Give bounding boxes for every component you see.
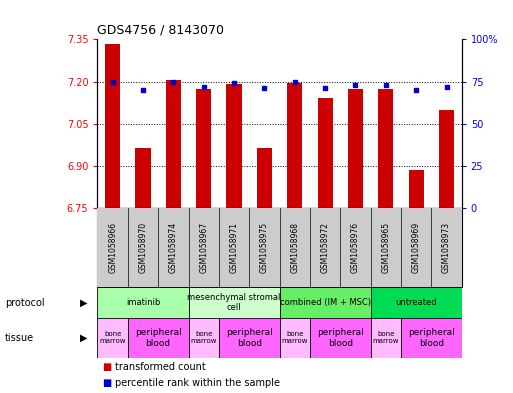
Bar bbox=[188, 287, 280, 318]
Bar bbox=[401, 318, 462, 358]
Text: GSM1058970: GSM1058970 bbox=[139, 222, 148, 273]
Bar bbox=[340, 208, 370, 287]
Bar bbox=[348, 88, 363, 208]
Bar bbox=[431, 208, 462, 287]
Text: tissue: tissue bbox=[5, 333, 34, 343]
Bar bbox=[280, 318, 310, 358]
Text: peripheral
blood: peripheral blood bbox=[135, 328, 182, 348]
Text: GSM1058969: GSM1058969 bbox=[411, 222, 421, 273]
Text: GSM1058967: GSM1058967 bbox=[199, 222, 208, 273]
Text: GSM1058974: GSM1058974 bbox=[169, 222, 178, 273]
Text: mesenchymal stromal
cell: mesenchymal stromal cell bbox=[187, 293, 281, 312]
Bar bbox=[105, 44, 120, 208]
Bar bbox=[135, 148, 151, 208]
Bar bbox=[188, 208, 219, 287]
Bar bbox=[401, 208, 431, 287]
Text: transformed count: transformed count bbox=[115, 362, 206, 373]
Text: GSM1058968: GSM1058968 bbox=[290, 222, 299, 273]
Text: GSM1058972: GSM1058972 bbox=[321, 222, 330, 273]
Text: bone
marrow: bone marrow bbox=[372, 331, 399, 345]
Text: ■: ■ bbox=[103, 362, 112, 373]
Bar bbox=[249, 208, 280, 287]
Bar bbox=[310, 208, 340, 287]
Text: GSM1058971: GSM1058971 bbox=[229, 222, 239, 273]
Bar bbox=[188, 318, 219, 358]
Text: GSM1058975: GSM1058975 bbox=[260, 222, 269, 273]
Text: peripheral
blood: peripheral blood bbox=[408, 328, 455, 348]
Text: GSM1058976: GSM1058976 bbox=[351, 222, 360, 273]
Text: GSM1058965: GSM1058965 bbox=[381, 222, 390, 273]
Bar bbox=[287, 83, 302, 208]
Text: protocol: protocol bbox=[5, 298, 45, 308]
Bar bbox=[219, 208, 249, 287]
Bar bbox=[226, 84, 242, 208]
Text: bone
marrow: bone marrow bbox=[100, 331, 126, 345]
Bar bbox=[408, 170, 424, 208]
Text: untreated: untreated bbox=[396, 298, 437, 307]
Bar bbox=[257, 148, 272, 208]
Text: ■: ■ bbox=[103, 378, 112, 388]
Bar bbox=[378, 88, 393, 208]
Bar bbox=[97, 318, 128, 358]
Text: peripheral
blood: peripheral blood bbox=[317, 328, 364, 348]
Text: bone
marrow: bone marrow bbox=[282, 331, 308, 345]
Bar bbox=[128, 318, 188, 358]
Bar bbox=[97, 208, 128, 287]
Bar bbox=[439, 110, 454, 208]
Bar bbox=[370, 318, 401, 358]
Bar bbox=[166, 80, 181, 208]
Bar bbox=[370, 208, 401, 287]
Text: combined (IM + MSC): combined (IM + MSC) bbox=[280, 298, 370, 307]
Bar bbox=[310, 318, 370, 358]
Text: GSM1058973: GSM1058973 bbox=[442, 222, 451, 273]
Bar bbox=[318, 98, 333, 208]
Bar bbox=[128, 208, 158, 287]
Text: peripheral
blood: peripheral blood bbox=[226, 328, 272, 348]
Bar bbox=[370, 287, 462, 318]
Bar bbox=[280, 208, 310, 287]
Text: bone
marrow: bone marrow bbox=[190, 331, 217, 345]
Bar bbox=[158, 208, 188, 287]
Bar bbox=[196, 88, 211, 208]
Text: ▶: ▶ bbox=[80, 298, 87, 308]
Bar bbox=[219, 318, 280, 358]
Text: GSM1058966: GSM1058966 bbox=[108, 222, 117, 273]
Text: GDS4756 / 8143070: GDS4756 / 8143070 bbox=[97, 24, 225, 37]
Bar bbox=[280, 287, 370, 318]
Text: imatinib: imatinib bbox=[126, 298, 160, 307]
Bar bbox=[97, 287, 188, 318]
Text: ▶: ▶ bbox=[80, 333, 87, 343]
Text: percentile rank within the sample: percentile rank within the sample bbox=[115, 378, 281, 388]
